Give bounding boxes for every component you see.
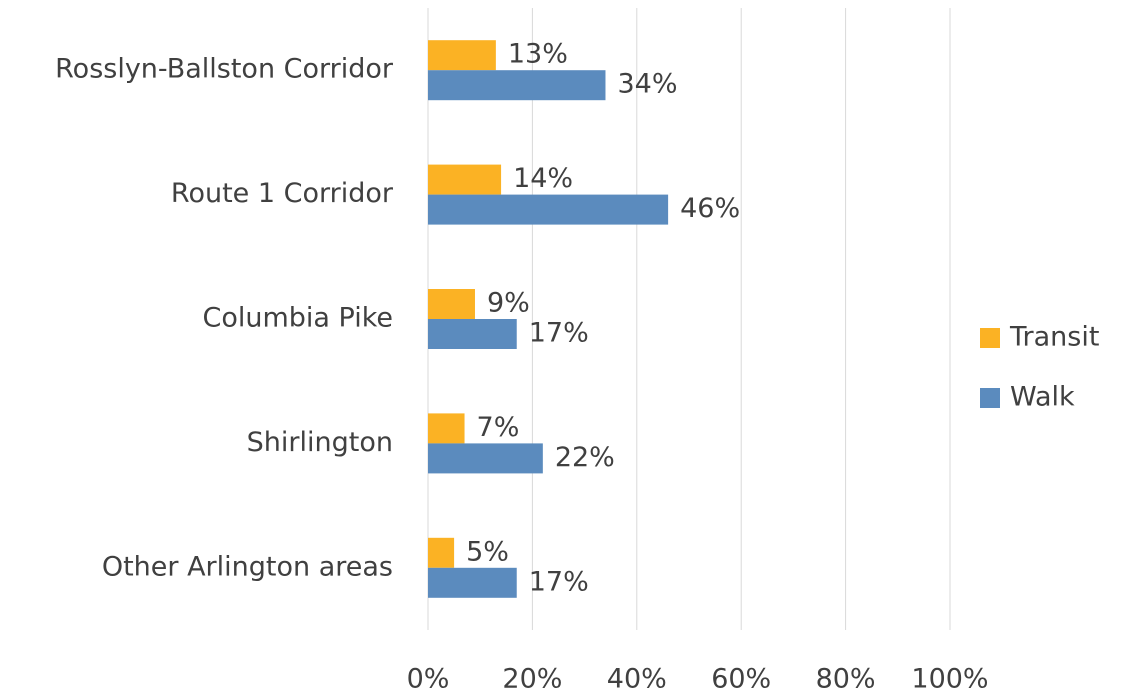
bar: [428, 567, 517, 598]
x-tick-label: 60%: [711, 664, 771, 693]
value-label: 14%: [513, 163, 573, 194]
value-label: 5%: [466, 536, 509, 567]
bar: [428, 40, 496, 71]
legend-label: Transit: [1009, 322, 1099, 353]
y-tick-label: Shirlington: [247, 427, 393, 458]
bar: [428, 319, 517, 349]
x-tick-label: 100%: [911, 664, 988, 693]
value-label: 9%: [487, 288, 530, 319]
value-label: 46%: [680, 193, 740, 224]
x-tick-label: 0%: [407, 664, 450, 693]
y-tick-label: Route 1 Corridor: [171, 178, 394, 209]
legend-swatch: [980, 328, 1000, 348]
y-tick-label: Columbia Pike: [202, 303, 393, 334]
bar: [428, 413, 465, 444]
bar: [428, 164, 502, 195]
x-tick-label: 80%: [816, 664, 876, 693]
value-label: 17%: [529, 566, 589, 597]
bar: [428, 443, 543, 474]
bar: [428, 70, 606, 101]
bar: [428, 537, 455, 568]
value-label: 17%: [529, 318, 589, 349]
value-label: 22%: [555, 442, 615, 473]
x-tick-label: 20%: [502, 664, 562, 693]
value-label: 34%: [617, 69, 677, 100]
bar: [428, 194, 669, 225]
value-label: 13%: [508, 39, 568, 70]
y-tick-label: Rosslyn-Ballston Corridor: [55, 54, 394, 85]
x-tick-label: 40%: [607, 664, 667, 693]
legend-swatch: [980, 388, 1000, 408]
y-tick-label: Other Arlington areas: [102, 551, 393, 582]
legend-label: Walk: [1010, 382, 1075, 413]
value-label: 7%: [477, 412, 520, 443]
bar: [428, 289, 475, 319]
